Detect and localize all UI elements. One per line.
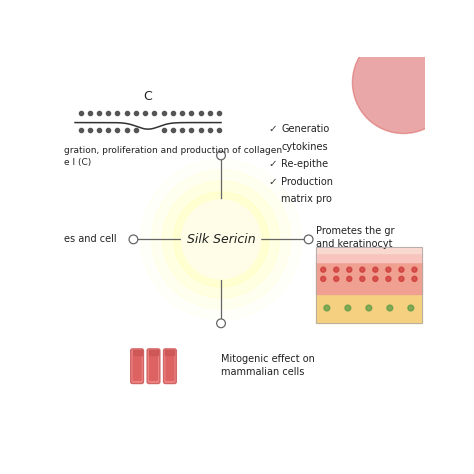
Circle shape [345, 305, 351, 311]
Circle shape [141, 159, 301, 319]
Circle shape [217, 319, 226, 328]
Circle shape [408, 305, 414, 311]
Text: Prometes the gr
and keratinocyt: Prometes the gr and keratinocyt [316, 226, 394, 249]
Text: ✓: ✓ [268, 124, 277, 135]
Circle shape [399, 267, 404, 272]
Circle shape [412, 267, 417, 272]
Circle shape [360, 276, 365, 282]
Circle shape [387, 305, 393, 311]
Bar [316, 246, 422, 323]
FancyBboxPatch shape [149, 356, 158, 381]
Circle shape [334, 276, 339, 282]
Text: gration, proliferation and production of collagen
e I (C): gration, proliferation and production of… [64, 146, 282, 167]
Text: Mitogenic effect on
mammalian cells: Mitogenic effect on mammalian cells [221, 354, 315, 377]
FancyBboxPatch shape [164, 349, 176, 383]
FancyBboxPatch shape [133, 356, 142, 381]
Text: Silk Sericin: Silk Sericin [187, 233, 255, 246]
Text: matrix pro: matrix pro [281, 194, 332, 204]
FancyBboxPatch shape [131, 349, 144, 383]
Circle shape [321, 276, 326, 282]
Bar [133, 350, 142, 355]
Circle shape [217, 151, 226, 160]
Circle shape [181, 199, 261, 280]
Bar [149, 350, 158, 355]
Circle shape [412, 276, 417, 282]
FancyBboxPatch shape [147, 349, 160, 383]
Circle shape [399, 276, 404, 282]
Bar [165, 350, 174, 355]
FancyBboxPatch shape [165, 356, 174, 381]
Text: ✓: ✓ [268, 177, 277, 187]
Circle shape [347, 276, 352, 282]
Circle shape [152, 170, 291, 309]
Circle shape [360, 267, 365, 272]
Text: es and cell: es and cell [64, 234, 117, 245]
Text: Re-epithe: Re-epithe [281, 159, 328, 169]
Circle shape [129, 235, 138, 244]
Circle shape [163, 181, 279, 298]
Circle shape [386, 276, 391, 282]
Bar [316, 294, 422, 323]
Circle shape [366, 305, 372, 311]
Circle shape [334, 267, 339, 272]
Bar [316, 262, 422, 294]
Bar [316, 246, 422, 253]
Circle shape [347, 267, 352, 272]
Circle shape [386, 267, 391, 272]
Text: Production: Production [281, 177, 333, 187]
Circle shape [173, 192, 268, 287]
Circle shape [373, 276, 378, 282]
Circle shape [321, 267, 326, 272]
Text: C: C [144, 90, 153, 102]
Circle shape [304, 235, 313, 244]
Text: cytokines: cytokines [281, 142, 328, 152]
Bar [316, 253, 422, 262]
Circle shape [352, 31, 455, 134]
Circle shape [373, 267, 378, 272]
Text: ✓: ✓ [268, 159, 277, 169]
Circle shape [324, 305, 330, 311]
Text: Generatio: Generatio [281, 124, 329, 135]
